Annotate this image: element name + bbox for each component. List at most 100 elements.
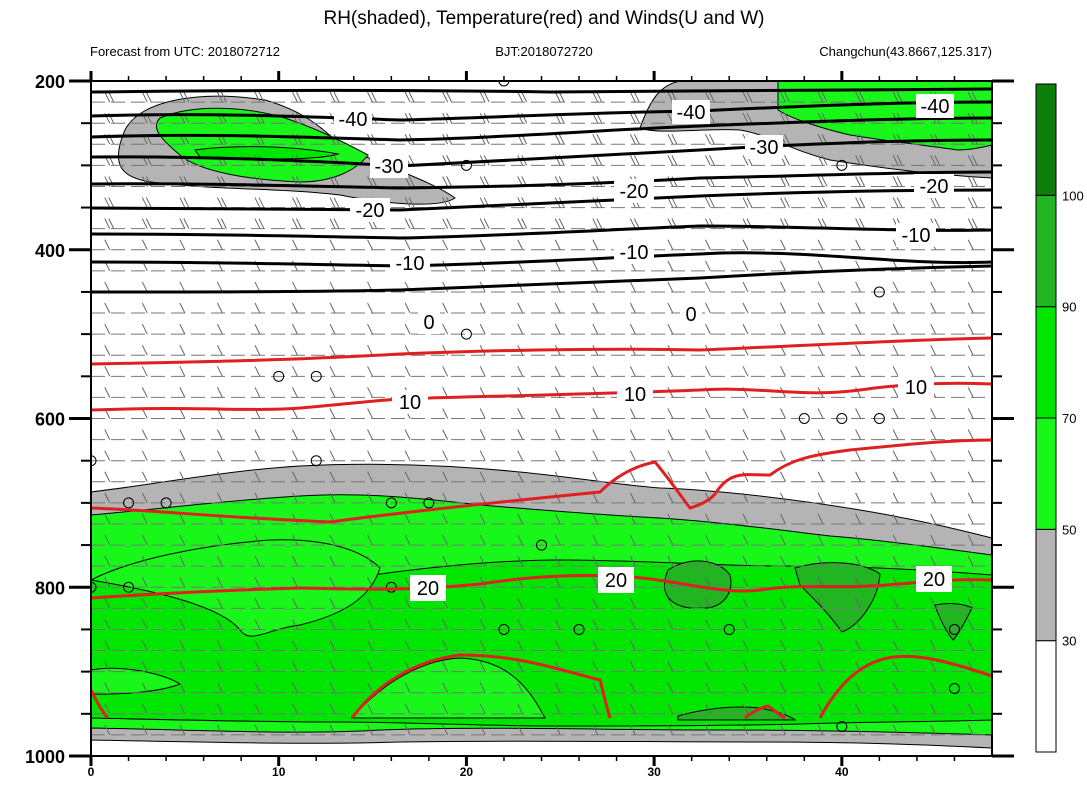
wind-barb: [554, 703, 561, 715]
wind-barb: [855, 302, 862, 314]
wind-barb: [817, 155, 824, 166]
wind-barb: [629, 682, 636, 693]
calm-wind-circle: [836, 720, 848, 732]
wind-barb: [179, 281, 186, 293]
wind-barb: [967, 323, 974, 335]
wind-barb: [746, 91, 753, 103]
wind-barb: [367, 302, 374, 314]
wind-barb: [930, 534, 937, 546]
colorbar-segment: [1035, 306, 1057, 419]
wind-barb: [404, 429, 411, 440]
wind-barb: [930, 302, 937, 314]
wind-barb: [667, 598, 674, 609]
temperature-contours-cold: [91, 87, 992, 294]
wind-barb: [479, 619, 486, 630]
temp-contour-line: [91, 251, 992, 268]
wind-barb: [254, 703, 261, 715]
wind-barb: [179, 302, 186, 314]
wind-barb: [704, 429, 711, 440]
wind-barb: [930, 555, 937, 567]
wind-barb: [517, 366, 524, 377]
wind-barb: [780, 703, 786, 715]
wind-barb: [404, 682, 411, 693]
calm-wind-circle: [123, 581, 135, 593]
wind-barb: [442, 408, 449, 419]
colorbar-segment: [1035, 640, 1057, 753]
wind-barb: [442, 492, 449, 504]
calm-wind-circle: [460, 328, 472, 340]
wind-barb: [817, 176, 824, 187]
y-tick-label: 1000: [25, 747, 65, 767]
wind-barb: [817, 682, 824, 693]
wind-barb: [292, 302, 298, 314]
wind-barb: [254, 661, 261, 672]
wind-barb: [220, 197, 227, 208]
wind-barb: [517, 218, 524, 229]
wind-barb: [479, 682, 486, 693]
wind-barb: [892, 344, 899, 356]
wind-barb: [667, 408, 674, 419]
colorbar-segment: [1035, 83, 1057, 196]
wind-barb: [930, 724, 937, 736]
wind-barb: [859, 197, 866, 208]
wind-barb: [784, 197, 790, 208]
wind-barb: [404, 239, 411, 250]
wind-barb: [216, 197, 223, 208]
wind-barb: [141, 577, 148, 588]
wind-barb: [258, 197, 265, 208]
wind-barb: [104, 387, 111, 398]
wind-barb: [554, 598, 561, 609]
temp-contour-line: [91, 138, 992, 168]
wind-barb: [216, 492, 223, 504]
rh-contour-dark-blob-3: [934, 603, 973, 641]
wind-barb: [742, 281, 749, 293]
wind-barb: [742, 302, 749, 314]
wind-barb: [333, 91, 340, 103]
wind-barb: [817, 344, 824, 356]
wind-barb: [704, 239, 711, 250]
wind-barb: [329, 724, 336, 736]
wind-barb: [859, 218, 866, 229]
wind-barb: [817, 724, 824, 736]
wind-barb: [896, 91, 903, 103]
wind-barb: [329, 703, 336, 715]
wind-barb: [704, 513, 711, 525]
wind-barb: [442, 640, 449, 651]
wind-barb: [479, 323, 486, 335]
rh-contour-dark-blob-1: [663, 560, 732, 609]
wind-barb: [404, 598, 411, 609]
wind-barb: [216, 387, 223, 398]
wind-barb: [596, 197, 603, 208]
wind-barb: [329, 619, 336, 630]
wind-barb: [592, 577, 599, 588]
wind-barb: [592, 492, 599, 504]
wind-barb: [479, 661, 486, 672]
wind-barb: [141, 429, 148, 440]
calm-wind-circle: [385, 581, 397, 593]
wind-barb: [892, 640, 899, 651]
wind-barb: [292, 534, 298, 546]
wind-barb: [704, 577, 711, 588]
wind-barb: [292, 450, 298, 461]
wind-barb: [367, 387, 374, 398]
temp-label-neg40-a: -40: [339, 109, 368, 131]
wind-barb: [479, 302, 486, 314]
wind-barb: [708, 197, 715, 208]
wind-barb: [292, 471, 298, 483]
wind-barb: [104, 429, 111, 440]
wind-barb: [292, 555, 298, 567]
wind-barb: [704, 197, 711, 208]
calm-wind-circle: [873, 413, 885, 424]
wind-barb: [254, 197, 261, 208]
temp-label-ten-c: 10: [905, 377, 927, 399]
wind-barb: [667, 323, 674, 335]
temp-label-neg10-a: -10: [396, 253, 425, 275]
x-axis: 0 10 20 30 40: [88, 71, 956, 779]
wind-barb: [216, 682, 223, 693]
wind-barb: [104, 197, 111, 208]
wind-barb: [780, 429, 786, 440]
wind-barb: [667, 429, 674, 440]
wind-barb: [104, 218, 111, 229]
wind-barb: [967, 344, 974, 356]
wind-barb: [292, 323, 298, 335]
